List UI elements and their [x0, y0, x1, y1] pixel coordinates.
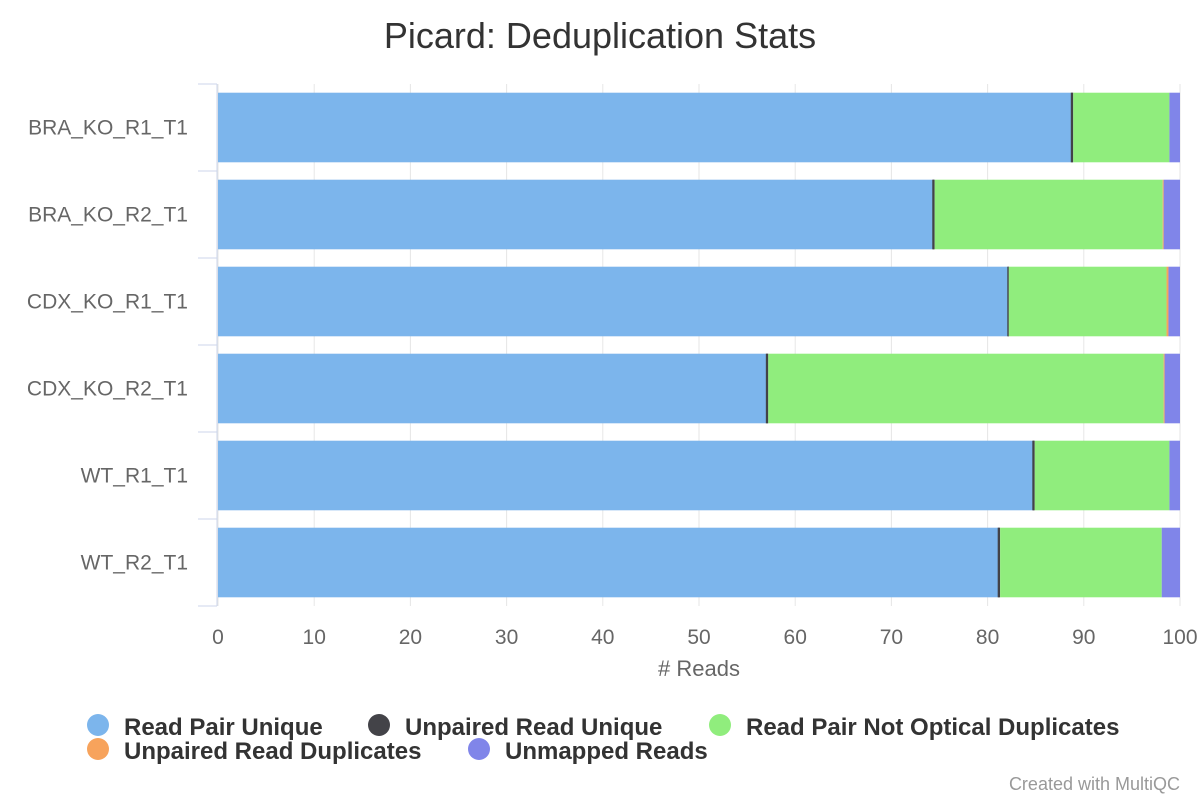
bar-segment[interactable]	[1162, 179, 1164, 250]
bar-segment[interactable]	[218, 179, 933, 250]
x-tick-label: 40	[591, 626, 614, 649]
axes: 0 10 20 30 40 50 60 70 80 90 100 BRA_KO_R1_T1 BRA_KO…	[27, 83, 1198, 649]
category-label: WT_R1_T1	[81, 465, 188, 488]
bar-segment-edge	[932, 179, 935, 250]
bar-segment[interactable]	[1034, 440, 1170, 511]
bar-segment[interactable]	[1008, 266, 1167, 337]
bar-segment-edge	[997, 527, 1000, 598]
bar-segment[interactable]	[218, 353, 767, 424]
bar-segment[interactable]	[1169, 440, 1180, 511]
legend-marker	[709, 714, 731, 736]
bar-segment[interactable]	[1164, 353, 1180, 424]
chart-title: Picard: Deduplication Stats	[384, 15, 816, 56]
bar-segment-edge	[1070, 92, 1073, 163]
bar-segment[interactable]	[1073, 92, 1170, 163]
bar-segment[interactable]	[1166, 266, 1169, 337]
bar-segment[interactable]	[218, 527, 999, 598]
legend-label: Read Pair Unique	[124, 714, 323, 741]
legend-marker	[87, 714, 109, 736]
legend-label: Unpaired Read Duplicates	[124, 738, 421, 765]
legend-item[interactable]: Unpaired Read Duplicates	[87, 738, 421, 765]
bar-segment[interactable]	[934, 179, 1163, 250]
x-tick-label: 60	[784, 626, 807, 649]
bar-segment[interactable]	[1000, 527, 1162, 598]
x-tick-label: 30	[495, 626, 518, 649]
x-tick-label: 70	[880, 626, 903, 649]
legend-label: Unpaired Read Unique	[405, 714, 662, 741]
x-tick-label: 100	[1162, 626, 1197, 649]
legend-item[interactable]: Read Pair Unique	[87, 714, 323, 741]
category-label: BRA_KO_R1_T1	[28, 117, 188, 140]
x-axis-title: # Reads	[658, 656, 740, 681]
category-label: BRA_KO_R2_T1	[28, 204, 188, 227]
bar-segment[interactable]	[218, 440, 1033, 511]
legend-label: Read Pair Not Optical Duplicates	[746, 714, 1119, 741]
category-label: WT_R2_T1	[81, 552, 188, 575]
legend-item[interactable]: Unmapped Reads	[468, 738, 708, 765]
bars	[218, 92, 1180, 598]
legend: Read Pair Unique Unpaired Read Unique Read…	[87, 714, 1119, 765]
bar-segment[interactable]	[1161, 527, 1180, 598]
x-tick-label: 80	[976, 626, 999, 649]
legend-marker	[87, 738, 109, 760]
category-label: CDX_KO_R2_T1	[27, 378, 188, 401]
bar-segment[interactable]	[1169, 92, 1180, 163]
legend-item[interactable]: Read Pair Not Optical Duplicates	[709, 714, 1119, 741]
legend-label: Unmapped Reads	[505, 738, 708, 765]
legend-marker	[468, 738, 490, 760]
bar-segment[interactable]	[218, 266, 1008, 337]
bar-segment[interactable]	[1163, 179, 1180, 250]
bar-segment[interactable]	[768, 353, 1164, 424]
bar-segment-edge	[1032, 440, 1035, 511]
x-tick-label: 10	[303, 626, 326, 649]
bar-segment[interactable]	[1163, 353, 1165, 424]
x-tick-label: 0	[212, 626, 224, 649]
x-tick-label: 50	[687, 626, 710, 649]
x-tick-label: 20	[399, 626, 422, 649]
bar-segment[interactable]	[1168, 266, 1180, 337]
credit-text[interactable]: Created with MultiQC	[1009, 774, 1180, 794]
gridlines	[217, 84, 1181, 606]
category-label: CDX_KO_R1_T1	[27, 291, 188, 314]
bar-segment[interactable]	[218, 92, 1072, 163]
legend-marker	[368, 714, 390, 736]
bar-segment-edge	[765, 353, 768, 424]
legend-item[interactable]: Unpaired Read Unique	[368, 714, 662, 741]
x-tick-label: 90	[1072, 626, 1095, 649]
bar-segment-edge	[1007, 266, 1009, 337]
